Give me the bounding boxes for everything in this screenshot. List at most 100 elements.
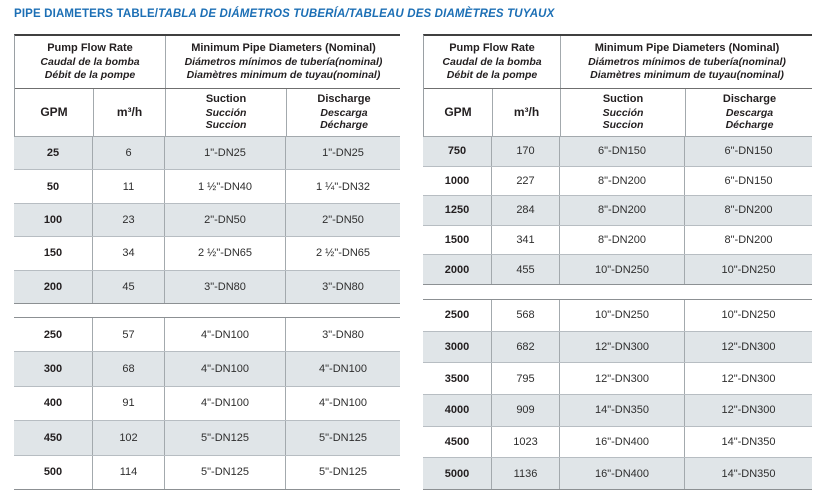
suction-cell: 5"-DN125 xyxy=(164,455,285,489)
table-section: 2500 568 10"-DN250 10"-DN250 3000 682 12"-DN30… xyxy=(423,298,812,491)
header-line-fr: Débit de la pompe xyxy=(446,68,538,81)
gpm-cell: 4000 xyxy=(444,404,470,417)
gpm-cell: 3000 xyxy=(444,341,470,353)
suction-cell: 10"-DN250 xyxy=(559,255,684,284)
header-line-fr: Diamètres minimum de tuyau(nominal) xyxy=(186,68,381,81)
table-section: 25 6 1"-DN25 1"-DN25 50 11 1 ½"-DN40 1 ¼"-DN32 1… xyxy=(14,137,400,304)
table-row: 400 91 4"-DN100 4"-DN100 xyxy=(14,386,400,422)
header-line-en: Minimum Pipe Diameters (Nominal) xyxy=(594,42,780,54)
header-line-fr: Diamètres minimum de tuyau(nominal) xyxy=(590,68,784,81)
suction-cell: 6"-DN150 xyxy=(559,137,684,166)
table-row: 500 114 5"-DN125 5"-DN125 xyxy=(14,455,400,489)
m3h-cell: 284 xyxy=(491,196,559,225)
discharge-cell: 12"-DN300 xyxy=(684,363,812,395)
suction-cell: 12"-DN300 xyxy=(559,363,684,395)
table-row: 1250 284 8"-DN200 8"-DN200 xyxy=(423,196,812,226)
table-row: 25 6 1"-DN25 1"-DN25 xyxy=(14,137,400,171)
table-section: 750 170 6"-DN150 6"-DN150 1000 227 8"-DN200 6"-… xyxy=(423,137,812,285)
tables-container: Pump Flow Rate Caudal de la bomba Débit … xyxy=(14,34,812,491)
discharge-cell: 14"-DN350 xyxy=(684,426,812,458)
table-header: Pump Flow Rate Caudal de la bomba Débit … xyxy=(423,34,812,137)
gpm-cell: 300 xyxy=(43,363,63,376)
table-row: 2000 455 10"-DN250 10"-DN250 xyxy=(423,255,812,284)
suction-cell: 8"-DN200 xyxy=(559,225,684,255)
gpm-cell: 250 xyxy=(43,328,63,341)
pump-flow-rate-header: Pump Flow Rate Caudal de la bomba Débit … xyxy=(15,42,165,82)
discharge-cell: 5"-DN125 xyxy=(285,421,400,455)
discharge-cell: 8"-DN200 xyxy=(684,225,812,255)
suction-cell: 1 ½"-DN40 xyxy=(164,170,285,203)
min-pipe-diameters-header: Minimum Pipe Diameters (Nominal) Diámetr… xyxy=(165,36,401,88)
table-body: 25 6 1"-DN25 1"-DN25 50 11 1 ½"-DN40 1 ¼"-DN32 1… xyxy=(14,137,400,490)
discharge-column-header: Discharge Descarga Décharge xyxy=(685,89,813,136)
suction-cell: 12"-DN300 xyxy=(559,331,684,363)
m3h-cell: 682 xyxy=(491,331,559,363)
suction-column-header: Suction Succión Succion xyxy=(560,89,685,136)
m3h-cell: 68 xyxy=(92,352,164,386)
suction-cell: 8"-DN200 xyxy=(559,166,684,196)
discharge-cell: 5"-DN125 xyxy=(285,455,400,489)
suction-column-header: Suction Succión Succion xyxy=(165,89,286,136)
table-row: 5000 1136 16"-DN400 14"-DN350 xyxy=(423,458,812,490)
gpm-cell: 25 xyxy=(46,147,60,160)
m3h-cell: 1136 xyxy=(491,458,559,490)
column-header-row: GPM m³/h Suction Succión Succion Dischar… xyxy=(15,89,400,137)
gpm-cell: 2000 xyxy=(444,263,470,276)
discharge-cell: 2"-DN50 xyxy=(285,203,400,237)
group-header-row: Pump Flow Rate Caudal de la bomba Débit … xyxy=(424,36,812,89)
page-title-intl: TABLA DE DIÁMETROS TUBERÍA/TABLEAU DES D… xyxy=(158,8,555,20)
m3h-cell: 57 xyxy=(92,317,164,352)
discharge-cell: 10"-DN250 xyxy=(684,255,812,284)
page-title: PIPE DIAMETERS TABLE/TABLA DE DIÁMETROS … xyxy=(14,8,554,20)
discharge-cell: 4"-DN100 xyxy=(285,386,400,421)
table-row: 450 102 5"-DN125 5"-DN125 xyxy=(14,421,400,456)
m3h-column-header: m³/h xyxy=(492,89,560,136)
discharge-cell: 4"-DN100 xyxy=(285,352,400,386)
m3h-cell: 170 xyxy=(491,137,559,166)
discharge-column-header: Discharge Descarga Décharge xyxy=(286,89,401,136)
m3h-cell: 795 xyxy=(491,363,559,395)
header-line-es: Caudal de la bomba xyxy=(442,55,542,68)
suction-cell: 1"-DN25 xyxy=(164,137,285,170)
m3h-cell: 568 xyxy=(491,299,559,331)
m3h-cell: 341 xyxy=(491,225,559,255)
m3h-cell: 11 xyxy=(92,170,164,203)
m3h-cell: 227 xyxy=(491,166,559,196)
gpm-cell: 1250 xyxy=(444,204,470,217)
column-header-row: GPM m³/h Suction Succión Succion Dischar… xyxy=(424,89,812,137)
suction-cell: 10"-DN250 xyxy=(559,299,684,331)
pump-flow-rate-header: Pump Flow Rate Caudal de la bomba Débit … xyxy=(424,42,560,82)
suction-cell: 2"-DN50 xyxy=(164,203,285,237)
gpm-cell: 450 xyxy=(43,431,63,444)
pipe-table-left: Pump Flow Rate Caudal de la bomba Débit … xyxy=(14,34,400,490)
gpm-cell: 4500 xyxy=(444,436,470,449)
m3h-cell: 6 xyxy=(92,137,164,170)
m3h-cell: 45 xyxy=(92,270,164,303)
gpm-cell: 500 xyxy=(43,466,63,479)
gpm-cell: 1000 xyxy=(444,174,470,187)
table-row: 150 34 2 ½"-DN65 2 ½"-DN65 xyxy=(14,237,400,271)
table-row: 750 170 6"-DN150 6"-DN150 xyxy=(423,137,812,167)
m3h-cell: 23 xyxy=(92,203,164,237)
m3h-cell: 102 xyxy=(92,421,164,455)
header-line-es: Caudal de la bomba xyxy=(40,55,140,68)
discharge-cell: 6"-DN150 xyxy=(684,166,812,196)
table-header: Pump Flow Rate Caudal de la bomba Débit … xyxy=(14,34,400,137)
discharge-cell: 10"-DN250 xyxy=(684,299,812,331)
gpm-cell: 5000 xyxy=(444,467,470,480)
header-line-en: Pump Flow Rate xyxy=(47,42,133,54)
suction-cell: 8"-DN200 xyxy=(559,196,684,225)
table-row: 3000 682 12"-DN300 12"-DN300 xyxy=(423,331,812,364)
gpm-cell: 50 xyxy=(46,180,60,193)
table-row: 1000 227 8"-DN200 6"-DN150 xyxy=(423,166,812,197)
m3h-cell: 114 xyxy=(92,455,164,489)
table-body: 750 170 6"-DN150 6"-DN150 1000 227 8"-DN200 6"-… xyxy=(423,137,812,491)
table-section: 250 57 4"-DN100 3"-DN80 300 68 4"-DN100 4"-DN10… xyxy=(14,316,400,490)
suction-cell: 16"-DN400 xyxy=(559,458,684,490)
table-row: 4000 909 14"-DN350 12"-DN300 xyxy=(423,395,812,427)
gpm-cell: 750 xyxy=(447,145,467,158)
table-row: 200 45 3"-DN80 3"-DN80 xyxy=(14,270,400,303)
m3h-cell: 34 xyxy=(92,237,164,270)
gpm-cell: 1500 xyxy=(444,234,470,247)
